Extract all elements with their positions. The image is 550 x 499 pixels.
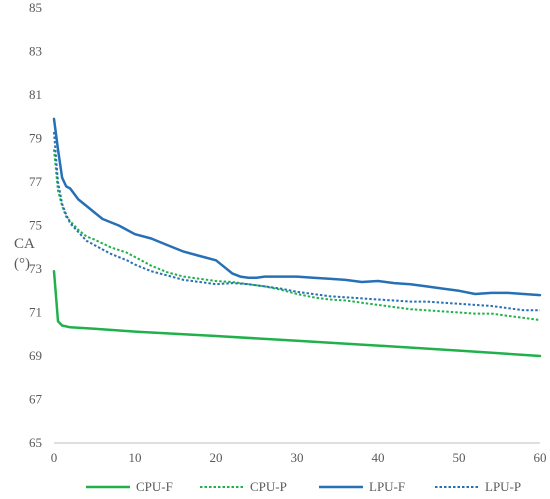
legend-label-lpu-f: LPU-F bbox=[369, 479, 405, 494]
y-tick-label: 73 bbox=[29, 261, 42, 276]
x-tick-label: 20 bbox=[210, 450, 223, 465]
y-axis-title: CA (°) bbox=[14, 236, 38, 272]
y-tick-label: 77 bbox=[29, 174, 43, 189]
y-tick-label: 67 bbox=[29, 392, 43, 407]
y-axis-title-line-2: (°) bbox=[14, 256, 30, 272]
series-line-lpu-p bbox=[53, 131, 540, 312]
x-tick-label: 0 bbox=[51, 450, 58, 465]
x-tick-label: 30 bbox=[291, 450, 304, 465]
x-tick-label: 60 bbox=[534, 450, 547, 465]
series-line-lpu-f bbox=[52, 117, 542, 297]
series-lines bbox=[52, 117, 542, 358]
legend-label-lpu-p: LPU-P bbox=[485, 479, 521, 494]
x-tick-label: 50 bbox=[453, 450, 466, 465]
y-tick-label: 69 bbox=[29, 348, 42, 363]
y-tick-label: 79 bbox=[29, 131, 42, 146]
legend: CPU-F CPU-P LPU-F LPU-P bbox=[86, 479, 521, 494]
x-tick-label: 10 bbox=[129, 450, 142, 465]
y-tick-label: 85 bbox=[29, 0, 42, 15]
y-tick-label: 75 bbox=[29, 218, 42, 233]
y-tick-label: 83 bbox=[29, 44, 42, 59]
y-tick-label: 71 bbox=[29, 305, 42, 320]
series-line-cpu-p bbox=[53, 149, 541, 322]
y-tick-label: 65 bbox=[29, 435, 42, 450]
series-line-cpu-f bbox=[52, 269, 542, 358]
y-tick-label: 81 bbox=[29, 87, 42, 102]
y-axis-tick-labels: 65 67 69 71 73 75 77 79 81 83 85 bbox=[29, 0, 43, 450]
x-axis-tick-labels: 0 10 20 30 40 50 60 bbox=[51, 450, 547, 465]
x-tick-label: 40 bbox=[372, 450, 385, 465]
legend-label-cpu-p: CPU-P bbox=[250, 479, 287, 494]
legend-label-cpu-f: CPU-F bbox=[136, 479, 173, 494]
y-axis-title-line-1: CA bbox=[14, 236, 35, 252]
